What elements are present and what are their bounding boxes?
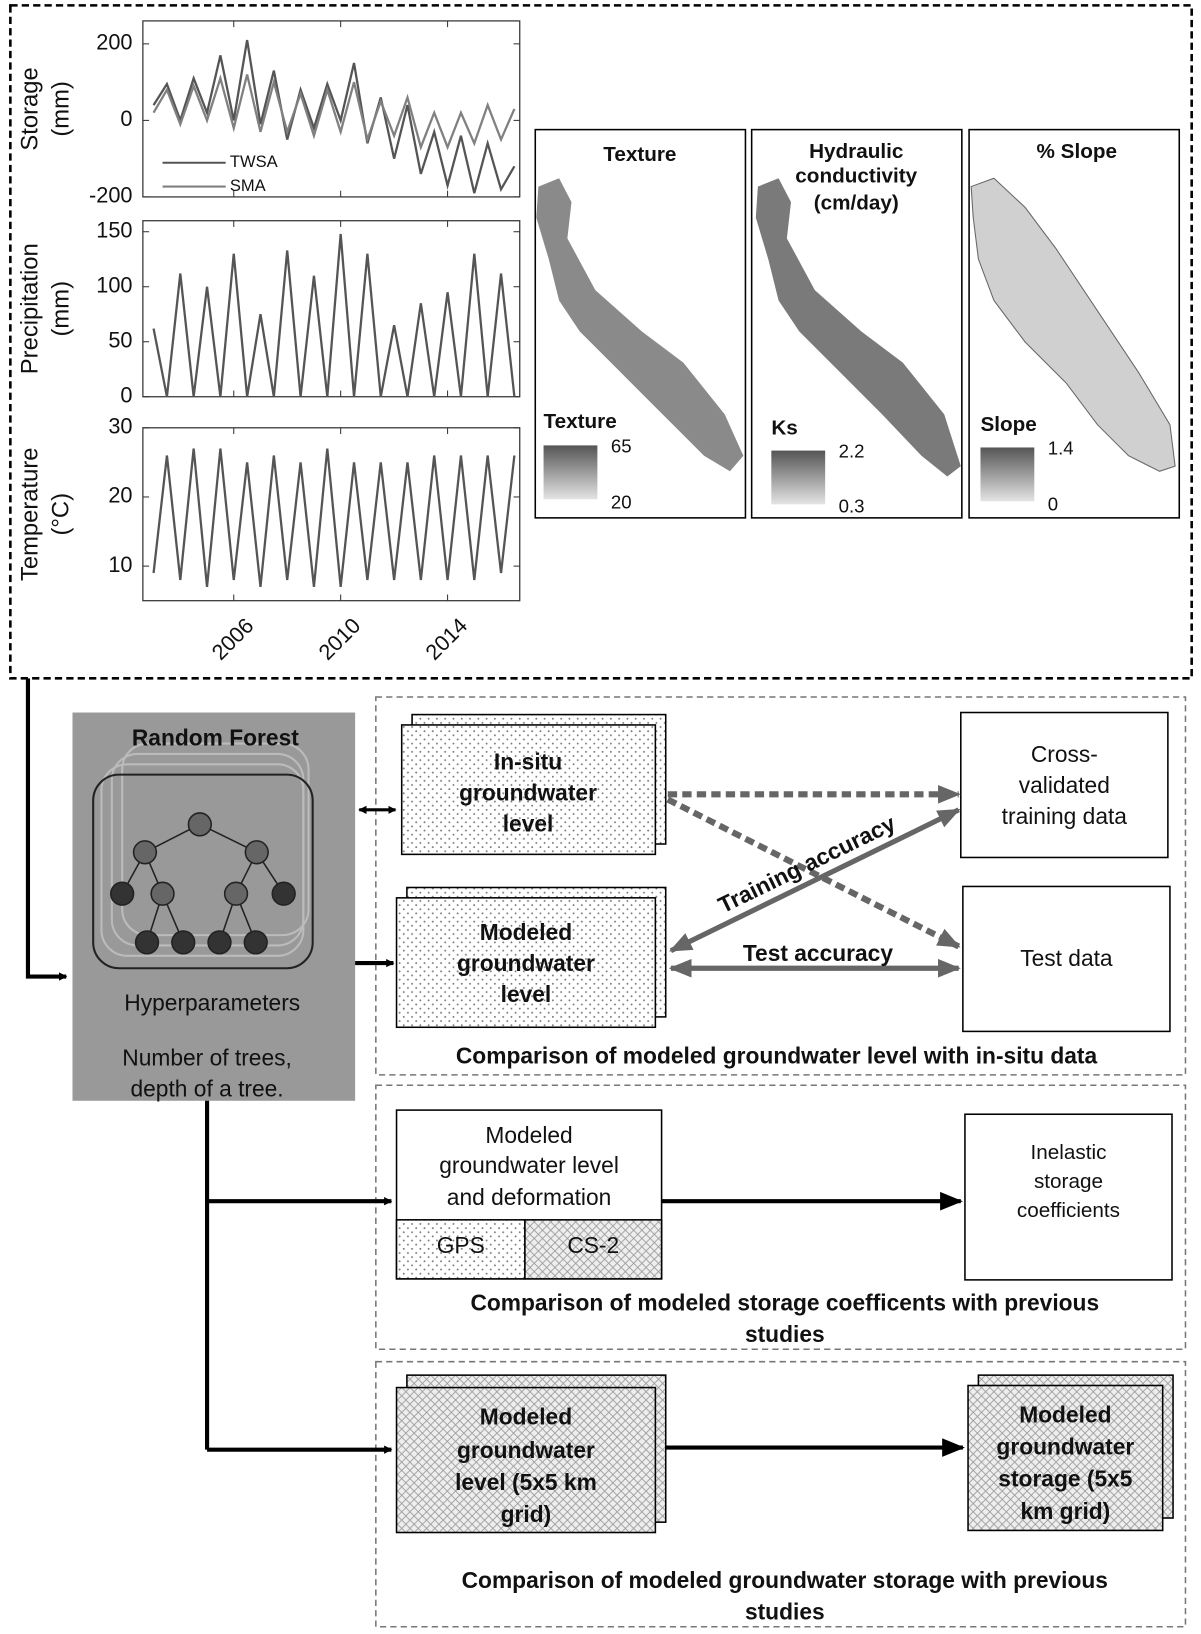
legend-label: TWSA [230,152,278,171]
label: Modeled [480,919,572,945]
legend-label: SMA [230,176,266,195]
legend-title: Texture [544,410,617,433]
arrow [671,810,959,951]
y-tick-label: 30 [108,414,132,439]
label: coefficients [1017,1199,1120,1222]
label: training data [1002,803,1128,829]
label: storage (5x5 [998,1466,1132,1492]
x-tick-label: 2010 [313,613,365,665]
legend-tick-label: 20 [611,491,632,512]
legend-tick-label: 1.4 [1048,437,1074,458]
label: validated [1019,772,1110,798]
label: grid) [501,1501,552,1527]
data-line [154,234,515,397]
label: Inelastic [1031,1141,1107,1164]
y-tick-label: 0 [120,382,132,407]
y-axis-label: Precipitation [16,243,43,374]
label: groundwater level [439,1152,619,1178]
label: Modeled [480,1404,572,1430]
y-tick-label: 100 [96,272,132,297]
y-axis-label: (mm) [47,81,74,137]
label: depth of a tree. [130,1075,283,1101]
x-tick-label: 2006 [207,613,259,665]
label: Hyperparameters [124,990,300,1016]
legend-tick-label: 0.3 [839,495,865,516]
label: groundwater [457,1437,595,1463]
label: and deformation [447,1184,612,1210]
label: groundwater [457,950,595,976]
label: Random Forest [132,724,299,750]
label: level [503,810,554,836]
figure: -2000200Storage(mm)TWSASMA050100150Preci… [0,0,1201,1629]
map-title: (cm/day) [814,192,899,215]
label: level [501,981,552,1007]
y-axis-label: Storage [16,67,43,150]
colorbar [544,445,598,499]
colorbar [980,447,1034,501]
y-axis-label: Temperature [16,447,43,581]
page: {"chart_data":[ {"type":"line","y_label"… [0,0,1201,1629]
y-tick-label: 10 [108,552,132,577]
y-tick-label: 50 [108,327,132,352]
label: level (5x5 km [455,1469,597,1495]
map-title: Hydraulic [809,140,903,163]
label: Number of trees, [122,1044,292,1070]
label: GPS [437,1232,485,1258]
y-tick-label: 150 [96,217,132,242]
label: CS-2 [567,1232,619,1258]
label: studies [745,1598,825,1624]
label: storage [1034,1170,1103,1193]
legend-title: Slope [980,413,1036,436]
arrow-label: Test accuracy [743,940,894,966]
plot-frame [143,21,520,197]
label: groundwater [459,779,597,805]
connector [28,678,66,976]
box [965,1114,1172,1280]
label: Cross- [1031,741,1098,767]
y-tick-label: 200 [96,30,132,55]
y-axis-label: (°C) [47,493,74,536]
arrow-label: Training accuracy [714,810,900,918]
y-tick-label: 0 [120,106,132,131]
label: studies [745,1321,825,1347]
legend-tick-label: 65 [611,435,632,456]
colorbar [771,451,825,505]
charts: -2000200Storage(mm)TWSASMA050100150Preci… [16,21,519,665]
legend-tick-label: 2.2 [839,441,865,462]
map-title: conductivity [795,165,917,188]
y-tick-label: 20 [108,483,132,508]
label: Modeled [1019,1402,1111,1428]
map-title: Texture [603,143,676,166]
label: groundwater [996,1434,1134,1460]
label: Comparison of modeled storage coefficent… [470,1290,1099,1316]
maps: TextureTexture6520Hydraulicconductivity(… [535,130,1179,518]
label: km grid) [1020,1498,1110,1524]
data-line [154,449,515,587]
y-tick-label: -200 [89,183,133,208]
y-axis-label: (mm) [47,281,74,337]
label: Modeled [485,1122,572,1148]
legend-title: Ks [771,416,797,439]
label: Test data [1020,945,1113,971]
x-tick-label: 2014 [420,613,472,665]
legend-tick-label: 0 [1048,493,1058,514]
caption: Comparison of modeled groundwater level … [456,1042,1098,1068]
label: In-situ [494,748,562,774]
label: Comparison of modeled groundwater storag… [462,1567,1108,1593]
map-title: % Slope [1037,140,1117,163]
